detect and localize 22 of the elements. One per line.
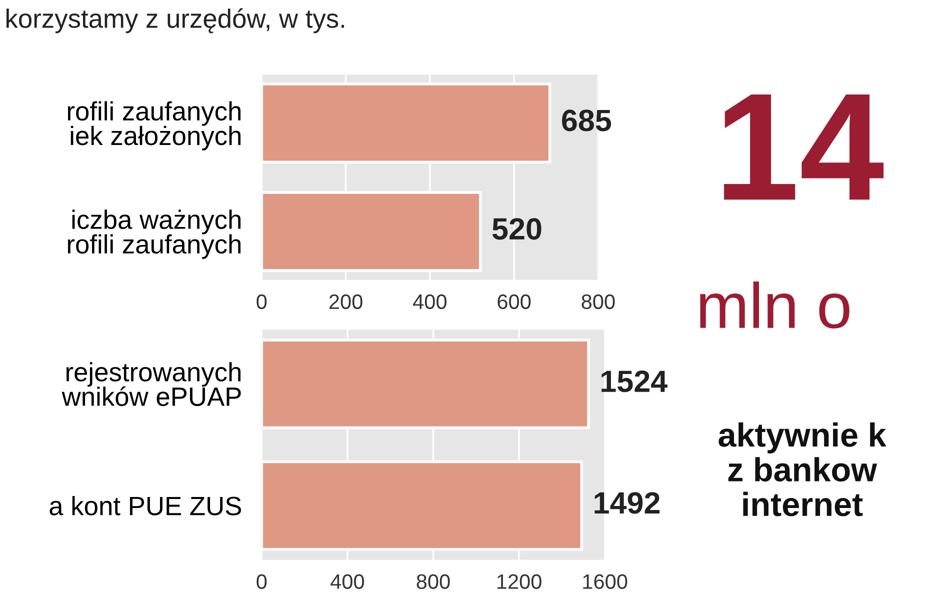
x-tick-label: 1600 [583, 574, 628, 589]
y-tick-label: a kont PUE ZUS [50, 496, 241, 516]
data-label: 685 [562, 110, 612, 132]
x-tick-label: 800 [582, 294, 615, 310]
x-tick-label: 1200 [497, 574, 542, 589]
text: aktywnie k z bankow internet [718, 422, 886, 516]
data-label: 520 [492, 218, 542, 240]
y-tick-label: iczba ważnych rofili zaufanych [68, 210, 240, 259]
text: mln o [700, 282, 850, 328]
y-tick-label: rejestrowanych wników ePUAP [62, 362, 241, 406]
x-tick-label: 0 [256, 294, 267, 310]
data-label: 1524 [602, 370, 668, 392]
x-tick-label: 0 [256, 574, 267, 589]
chart-title: korzystamy z urzędów, w tys. [6, 8, 344, 34]
data-label: 1492 [594, 492, 660, 514]
x-tick-label: 400 [413, 294, 446, 310]
text: 14 [724, 94, 884, 200]
y-tick-label: rofili zaufanych iek założonych [68, 101, 240, 150]
x-tick-label: 400 [330, 574, 364, 589]
x-tick-label: 800 [416, 574, 450, 589]
x-tick-label: 200 [329, 294, 362, 310]
x-tick-label: 600 [498, 294, 531, 310]
